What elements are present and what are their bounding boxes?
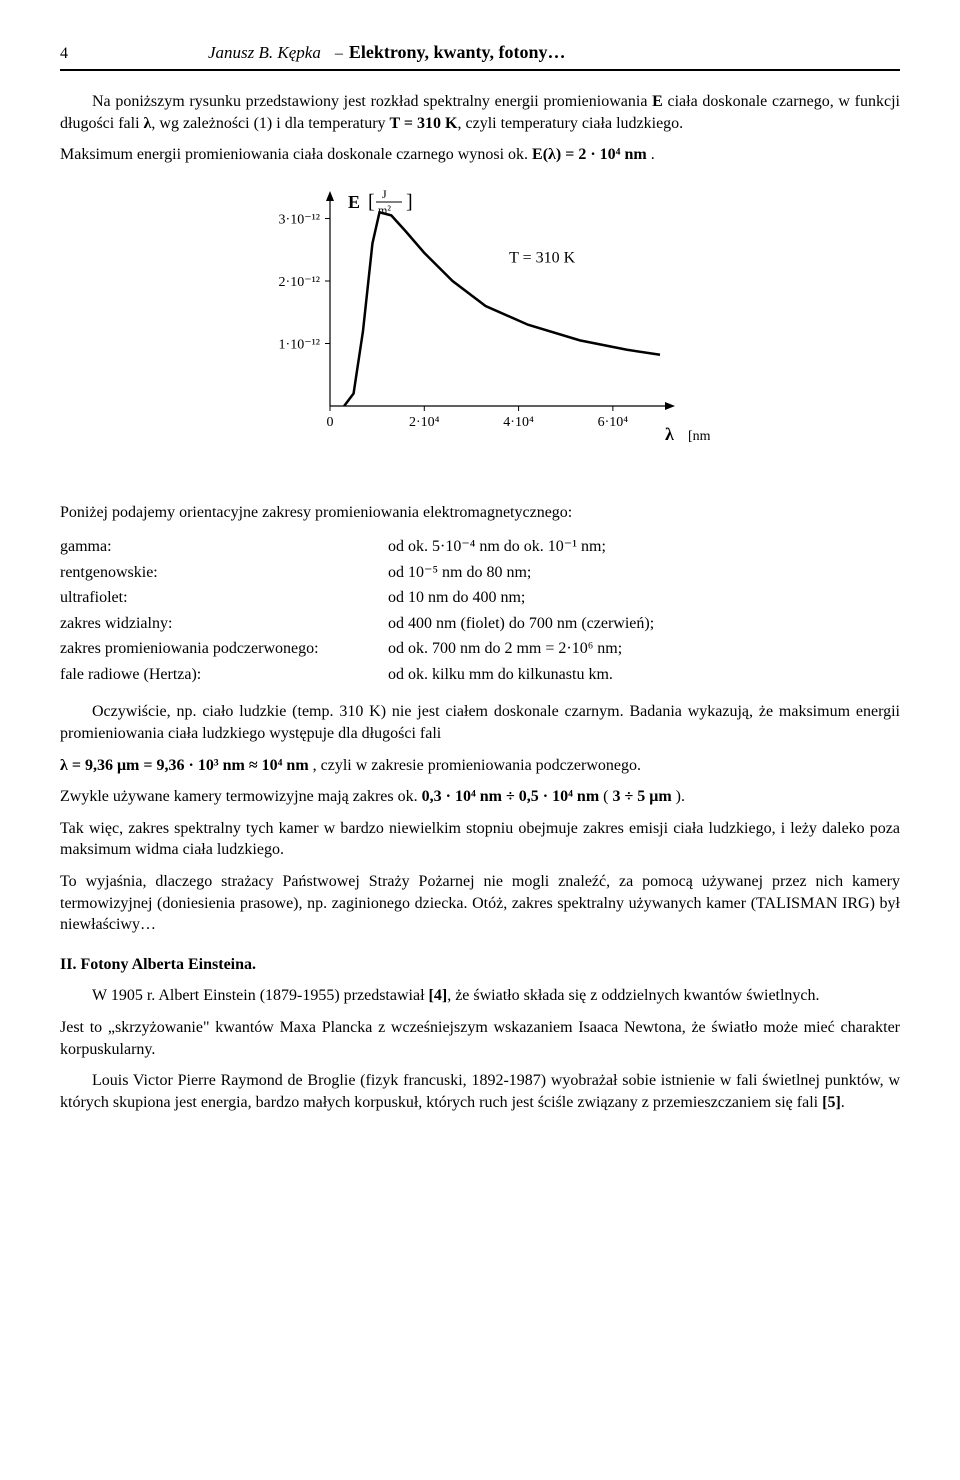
paragraph-6: To wyjaśnia, dlaczego strażacy Państwowe… xyxy=(60,871,900,936)
svg-text:T = 310 K: T = 310 K xyxy=(509,249,576,266)
header-rule xyxy=(60,69,900,71)
range-label: ultrafiolet: xyxy=(60,585,388,611)
svg-text:4·10⁴: 4·10⁴ xyxy=(503,415,534,430)
svg-text:1·10⁻¹²: 1·10⁻¹² xyxy=(279,337,320,352)
range-label: rentgenowskie: xyxy=(60,560,388,586)
svg-text:6·10⁴: 6·10⁴ xyxy=(598,415,629,430)
range-value: od ok. kilku mm do kilkunastu km. xyxy=(388,662,662,688)
range-value: od ok. 700 nm do 2 mm = 2·10⁶ nm; xyxy=(388,636,662,662)
paragraph-5: Tak więc, zakres spektralny tych kamer w… xyxy=(60,818,900,861)
p1-text-a: Na poniższym rysunku przedstawiony jest … xyxy=(92,93,652,110)
table-row: ultrafiolet:od 10 nm do 400 nm; xyxy=(60,585,662,611)
p4-b: 0,3 · 10⁴ nm ÷ 0,5 · 10⁴ nm xyxy=(422,788,600,805)
author-name: Janusz B. Kępka xyxy=(208,42,321,65)
p2-text-c: . xyxy=(647,146,655,163)
p1-text-e: , wg zależności (1) i dla temperatury xyxy=(151,115,389,132)
p1-text-g: , czyli temperatury ciała ludzkiego. xyxy=(457,115,683,132)
p2-text-a: Maksimum energii promieniowania ciała do… xyxy=(60,146,532,163)
table-row: rentgenowskie:od 10⁻⁵ nm do 80 nm; xyxy=(60,560,662,586)
paragraph-8: Jest to „skrzyżowanie" kwantów Maxa Plan… xyxy=(60,1017,900,1060)
spectrum-chart: E[]Jm²1·10⁻¹²2·10⁻¹²3·10⁻¹²02·10⁴4·10⁴6·… xyxy=(250,186,710,466)
range-value: od 10 nm do 400 nm; xyxy=(388,585,662,611)
svg-text:[: [ xyxy=(368,191,375,213)
paragraph-body-temp: Oczywiście, np. ciało ludzkie (temp. 310… xyxy=(60,701,900,744)
ranges-table: gamma:od ok. 5·10⁻⁴ nm do ok. 10⁻¹ nm;re… xyxy=(60,534,662,688)
svg-text:3·10⁻¹²: 3·10⁻¹² xyxy=(279,212,320,227)
p1-T: T = 310 K xyxy=(390,115,458,132)
page-number: 4 xyxy=(60,43,68,65)
range-value: od ok. 5·10⁻⁴ nm do ok. 10⁻¹ nm; xyxy=(388,534,662,560)
svg-text:J: J xyxy=(382,187,387,201)
svg-text:2·10⁴: 2·10⁴ xyxy=(409,415,440,430)
header-separator: – xyxy=(335,43,343,65)
section-2-title: II. Fotony Alberta Einsteina. xyxy=(60,954,900,976)
table-row: zakres promieniowania podczerwonego:od o… xyxy=(60,636,662,662)
p7-ref: [4] xyxy=(429,987,448,1004)
p3-tail: , czyli w zakresie promieniowania podcze… xyxy=(309,757,641,774)
range-label: zakres promieniowania podczerwonego: xyxy=(60,636,388,662)
p1-E: E xyxy=(652,93,663,110)
range-label: gamma: xyxy=(60,534,388,560)
p9-c: . xyxy=(841,1094,845,1111)
p4-a: Zwykle używane kamery termowizyjne mają … xyxy=(60,788,422,805)
paragraph-max: Maksimum energii promieniowania ciała do… xyxy=(60,144,900,166)
range-label: fale radiowe (Hertza): xyxy=(60,662,388,688)
table-row: fale radiowe (Hertza):od ok. kilku mm do… xyxy=(60,662,662,688)
ranges-intro: Poniżej podajemy orientacyjne zakresy pr… xyxy=(60,502,900,524)
svg-text:[nm]: [nm] xyxy=(688,429,710,444)
p9-a: Louis Victor Pierre Raymond de Broglie (… xyxy=(60,1072,900,1111)
p3-eq: λ = 9,36 μm = 9,36 · 10³ nm ≈ 10⁴ nm xyxy=(60,757,309,774)
p7-a: W 1905 r. Albert Einstein (1879-1955) pr… xyxy=(92,987,429,1004)
svg-text:E: E xyxy=(348,192,360,212)
svg-text:0: 0 xyxy=(327,415,334,430)
p4-e: ). xyxy=(672,788,685,805)
range-label: zakres widzialny: xyxy=(60,611,388,637)
p9-ref: [5] xyxy=(822,1094,841,1111)
p3-text: Oczywiście, np. ciało ludzkie (temp. 310… xyxy=(60,703,900,742)
paragraph-7: W 1905 r. Albert Einstein (1879-1955) pr… xyxy=(60,985,900,1007)
svg-text:]: ] xyxy=(406,191,413,213)
svg-text:2·10⁻¹²: 2·10⁻¹² xyxy=(279,275,320,290)
table-row: gamma:od ok. 5·10⁻⁴ nm do ok. 10⁻¹ nm; xyxy=(60,534,662,560)
paragraph-body-eq: λ = 9,36 μm = 9,36 · 10³ nm ≈ 10⁴ nm , c… xyxy=(60,755,900,777)
p4-d: 3 ÷ 5 μm xyxy=(612,788,671,805)
table-row: zakres widzialny:od 400 nm (fiolet) do 7… xyxy=(60,611,662,637)
paragraph-9: Louis Victor Pierre Raymond de Broglie (… xyxy=(60,1070,900,1113)
p4-c: ( xyxy=(599,788,612,805)
paragraph-cameras: Zwykle używane kamery termowizyjne mają … xyxy=(60,786,900,808)
range-value: od 400 nm (fiolet) do 700 nm (czerwień); xyxy=(388,611,662,637)
spectrum-chart-container: E[]Jm²1·10⁻¹²2·10⁻¹²3·10⁻¹²02·10⁴4·10⁴6·… xyxy=(60,186,900,473)
page-header: 4 Janusz B. Kępka – Elektrony, kwanty, f… xyxy=(60,40,900,65)
svg-text:λ: λ xyxy=(665,424,674,444)
paragraph-intro: Na poniższym rysunku przedstawiony jest … xyxy=(60,91,900,134)
page-title: Elektrony, kwanty, fotony… xyxy=(349,40,566,64)
p2-eq: E(λ) = 2 · 10⁴ nm xyxy=(532,146,647,163)
p7-c: , że światło składa się z oddzielnych kw… xyxy=(447,987,819,1004)
range-value: od 10⁻⁵ nm do 80 nm; xyxy=(388,560,662,586)
